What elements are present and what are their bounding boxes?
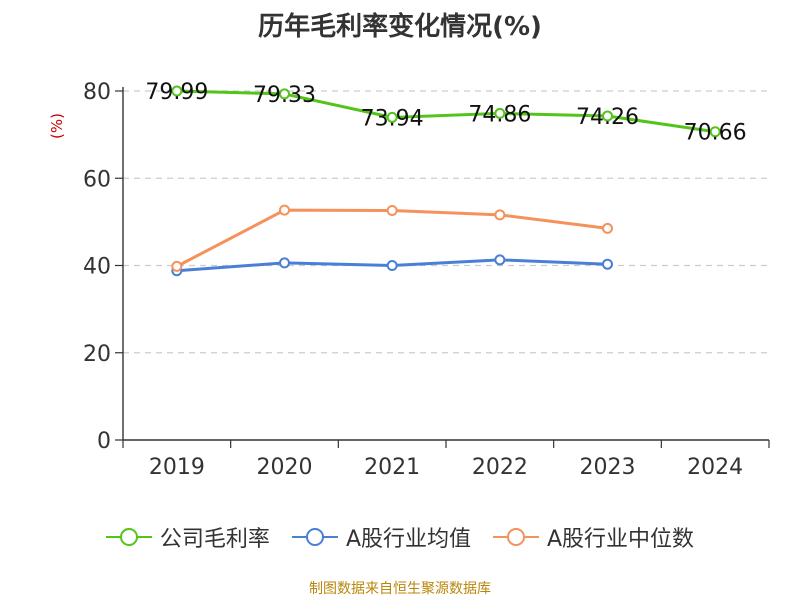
legend-swatch-icon [493, 528, 539, 546]
data-label: 74.26 [576, 105, 639, 130]
legend-label: A股行业均值 [345, 527, 471, 552]
data-label: 74.86 [468, 102, 531, 127]
y-tick-label: 0 [97, 429, 111, 454]
data-point [494, 107, 506, 119]
series-lines [171, 85, 721, 277]
data-point [171, 260, 183, 272]
data-point [602, 222, 613, 234]
y-axis-label: (%) [48, 113, 66, 139]
data-labels: 79.99 79.33 73.94 74.86 74.26 70.66 [145, 80, 746, 146]
data-label: 79.99 [145, 80, 208, 105]
data-point [602, 110, 613, 122]
x-tick-label: 2021 [364, 455, 420, 480]
grid-lines [123, 90, 769, 354]
data-point [386, 260, 398, 271]
data-point [494, 254, 506, 266]
legend-item[interactable]: A股行业均值 [291, 521, 471, 553]
series-line [176, 89, 716, 134]
y-tick-label: 20 [83, 342, 111, 367]
legend-swatch-icon [105, 528, 152, 546]
axes: 0 20 40 60 80 2019 2020 2021 2022 2023 2024 [83, 80, 770, 480]
data-point [171, 85, 183, 97]
x-tick-label: 2020 [257, 455, 313, 480]
x-tick-label: 2024 [687, 455, 743, 480]
legend-swatch-icon [291, 528, 338, 546]
data-point [709, 126, 721, 138]
y-tick-label: 80 [83, 80, 111, 105]
series-line [176, 208, 608, 268]
x-tick-label: 2019 [149, 455, 205, 480]
data-point [386, 111, 398, 123]
data-label: 70.66 [684, 121, 747, 146]
data-point [602, 258, 613, 270]
chart-title: 历年毛利率变化情况(%) [258, 12, 542, 42]
legend-label: A股行业中位数 [547, 527, 695, 552]
data-point [494, 209, 506, 221]
y-tick-label: 40 [83, 255, 111, 280]
legend-label: 公司毛利率 [159, 527, 270, 552]
data-point [279, 257, 290, 269]
x-tick-label: 2023 [580, 455, 636, 480]
legend-item[interactable]: 公司毛利率 [105, 521, 270, 553]
source-note: 制图数据来自恒生聚源数据库 [309, 581, 491, 597]
x-tick-label: 2022 [472, 455, 528, 480]
data-point [279, 204, 290, 216]
data-point [279, 88, 290, 100]
data-point [386, 205, 398, 217]
data-label: 73.94 [361, 106, 424, 131]
data-label: 79.33 [253, 83, 316, 108]
legend: 公司毛利率 A股行业均值 A股行业中位数 [0, 520, 800, 554]
y-tick-label: 60 [83, 167, 111, 192]
legend-item[interactable]: A股行业中位数 [493, 521, 694, 553]
